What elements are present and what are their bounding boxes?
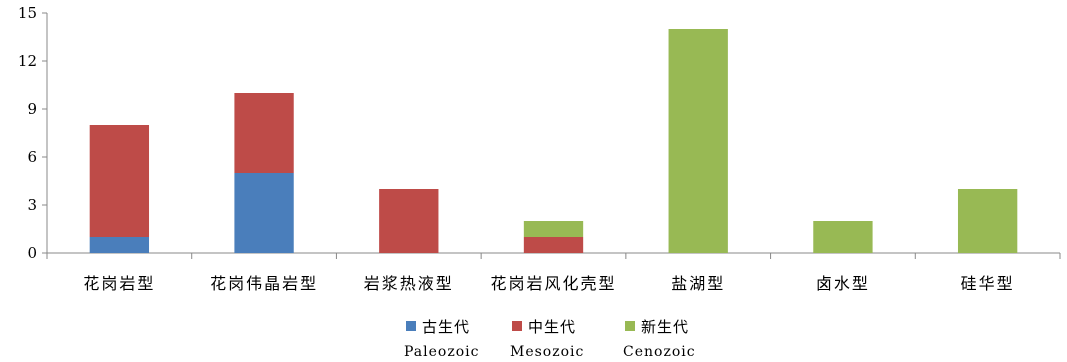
bar-3-4 <box>523 221 584 237</box>
y-axis: 0 3 6 9 12 15 <box>18 4 48 262</box>
legend-label: 古生代 <box>422 318 470 336</box>
y-tick-label: 3 <box>27 196 37 214</box>
legend-label: 新生代 <box>641 318 689 336</box>
y-tick-label: 6 <box>27 148 37 166</box>
x-axis <box>46 252 1061 259</box>
legend-label: 中生代 <box>528 318 576 336</box>
bar-1-2 <box>234 173 294 253</box>
y-tick-label: 0 <box>27 244 37 262</box>
legend-item: 新生代 Cenozoic <box>623 318 696 360</box>
bar-3-7 <box>957 189 1018 253</box>
bar-2-1 <box>89 125 150 237</box>
bar-1-1 <box>89 237 150 253</box>
category-label: 岩浆热液型 <box>364 274 454 293</box>
legend: 古生代 Paleozoic 中生代 Mesozoic 新生代 Cenozoic <box>404 318 696 360</box>
category-labels: 花岗岩型 花岗伟晶岩型 岩浆热液型 花岗岩风化壳型 盐湖型 卤水型 硅华型 <box>83 274 1015 293</box>
bars <box>89 29 1018 253</box>
category-label: 花岗岩风化壳型 <box>490 274 616 293</box>
legend-item: 古生代 Paleozoic <box>404 318 479 360</box>
bar-3-5 <box>668 29 728 253</box>
bar-2-3 <box>379 189 439 253</box>
legend-sublabel: Paleozoic <box>404 344 479 360</box>
legend-swatch <box>512 321 522 331</box>
category-label: 花岗岩型 <box>83 274 155 293</box>
legend-sublabel: Cenozoic <box>623 344 696 360</box>
bar-3-6 <box>813 221 873 253</box>
bar-2-2 <box>234 93 294 173</box>
bar-2-4 <box>523 237 584 253</box>
y-tick-label: 12 <box>18 52 37 70</box>
legend-swatch <box>406 321 416 331</box>
category-label: 硅华型 <box>961 274 1015 293</box>
category-label: 盐湖型 <box>671 274 725 293</box>
legend-sublabel: Mesozoic <box>510 344 584 360</box>
category-label: 花岗伟晶岩型 <box>210 274 318 293</box>
y-tick-label: 9 <box>27 100 37 118</box>
category-label: 卤水型 <box>816 274 870 293</box>
legend-item: 中生代 Mesozoic <box>510 318 584 360</box>
y-tick-label: 15 <box>18 4 37 22</box>
legend-swatch <box>625 321 635 331</box>
